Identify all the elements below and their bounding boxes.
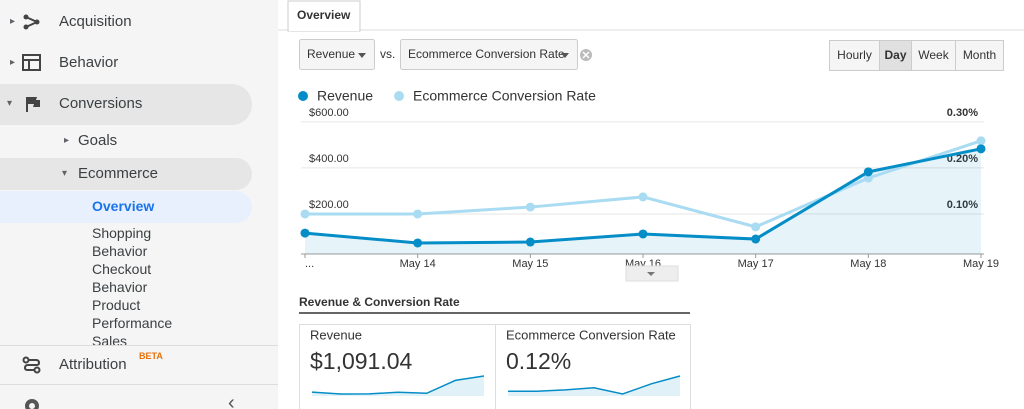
dropdown-label: Revenue: [307, 47, 355, 61]
data-point[interactable]: [413, 238, 423, 248]
period-button[interactable]: [879, 40, 912, 71]
legend-label: Revenue: [317, 88, 373, 104]
x-tick-label: May 18: [850, 258, 886, 270]
x-tick-label: May 17: [738, 258, 774, 270]
area: [305, 148, 981, 254]
collapse[interactable]: ‹: [228, 392, 235, 409]
scorecard-label: Ecommerce Conversion Rate: [506, 327, 676, 342]
nav-item[interactable]: Behavior: [59, 54, 119, 71]
data-point[interactable]: [638, 192, 648, 202]
x-tick-label: ...: [305, 258, 314, 270]
data-point[interactable]: [525, 237, 535, 247]
row-highlight: [0, 158, 252, 190]
scorecard-label: Revenue: [310, 327, 362, 342]
dropdown[interactable]: [299, 39, 375, 70]
period-label[interactable]: Day: [884, 48, 906, 62]
y2-tick-label: 0.20%: [947, 153, 978, 165]
legend-label: Ecommerce Conversion Rate: [413, 88, 596, 104]
badge: BETA: [139, 351, 163, 361]
data-point[interactable]: [300, 209, 310, 219]
data-point[interactable]: [976, 136, 986, 146]
period-label[interactable]: Week: [918, 48, 949, 62]
x-tick-label: May 14: [400, 258, 436, 270]
scorecard-value: $1,091.04: [310, 348, 413, 374]
plot-area: [301, 113, 984, 252]
section-title: Revenue & Conversion Rate: [299, 295, 460, 309]
y-tick-label: $200.00: [309, 199, 349, 211]
icon: [22, 54, 41, 71]
data-point[interactable]: [863, 167, 873, 177]
data-point[interactable]: [300, 228, 310, 238]
nav-item[interactable]: Shopping Behavior: [92, 225, 152, 259]
sparkline: [508, 375, 681, 395]
nav-item[interactable]: Overview: [92, 198, 155, 214]
data-point[interactable]: [751, 234, 761, 244]
data-point[interactable]: [525, 202, 535, 212]
nav-item[interactable]: Acquisition: [59, 13, 132, 30]
data-point[interactable]: [751, 222, 761, 232]
x-tick-label: May 19: [963, 258, 999, 270]
y2-tick-label: 0.30%: [947, 107, 978, 119]
period-label[interactable]: Hourly: [837, 48, 872, 62]
nav-item[interactable]: Goals: [78, 132, 118, 149]
nav-list: ▸ Acquisition ▸ Behavior ▾ Conversions ▸…: [0, 0, 278, 345]
nav-item[interactable]: Product Performance: [92, 297, 173, 331]
y-tick-label: $400.00: [309, 153, 349, 165]
data-point[interactable]: [976, 144, 986, 154]
legend-marker: [394, 91, 405, 101]
sidebar: ▸ Acquisition ▸ Behavior ▾ Conversions ▸…: [0, 0, 278, 409]
nav-item[interactable]: Conversions: [59, 95, 143, 112]
nav-item[interactable]: Checkout Behavior: [92, 261, 152, 295]
vs-label: vs.: [380, 47, 395, 61]
x-tick-label: May 15: [512, 258, 548, 270]
nav-item[interactable]: Attribution: [59, 356, 127, 373]
legend-marker: [298, 91, 308, 101]
icon: [26, 97, 40, 112]
sparkline: [311, 375, 485, 395]
dropdown-label: Ecommerce Conversion Rate: [408, 47, 565, 61]
sparkline-area: [312, 376, 484, 396]
nav-item[interactable]: Ecommerce: [78, 165, 159, 182]
period-button[interactable]: [911, 40, 956, 71]
period-button[interactable]: [829, 40, 880, 71]
data-point[interactable]: [638, 229, 648, 239]
row-highlight: [0, 84, 252, 125]
row-selected: [0, 191, 252, 223]
period-label[interactable]: Month: [963, 48, 996, 62]
period-button[interactable]: [955, 40, 1004, 71]
dropdown[interactable]: [400, 39, 578, 70]
tab-label[interactable]: Overview: [297, 8, 351, 22]
data-point[interactable]: [863, 173, 873, 183]
scorecard-value: 0.12%: [506, 348, 571, 374]
icon: [22, 356, 41, 374]
y2-tick-label: 0.10%: [947, 199, 978, 211]
y-tick-label: $600.00: [309, 107, 349, 119]
tab[interactable]: [287, 0, 361, 32]
icon: [23, 14, 40, 30]
settings-icon[interactable]: [22, 396, 42, 409]
nav-item[interactable]: Sales: [92, 333, 128, 345]
data-point[interactable]: [413, 209, 423, 219]
